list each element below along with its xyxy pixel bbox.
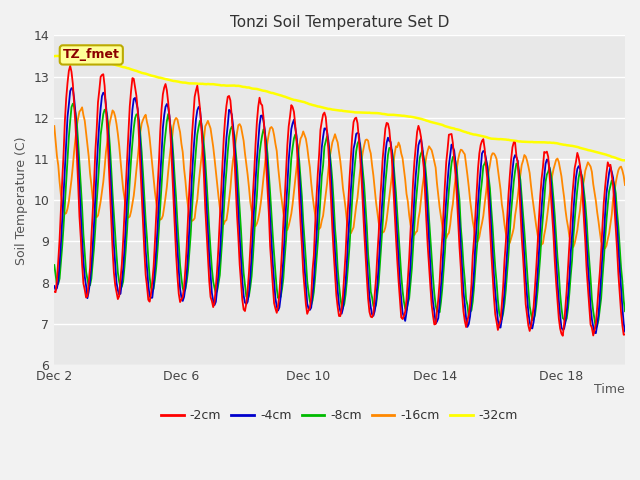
Legend: -2cm, -4cm, -8cm, -16cm, -32cm: -2cm, -4cm, -8cm, -16cm, -32cm	[156, 405, 524, 427]
Y-axis label: Soil Temperature (C): Soil Temperature (C)	[15, 136, 28, 264]
Title: Tonzi Soil Temperature Set D: Tonzi Soil Temperature Set D	[230, 15, 449, 30]
Text: TZ_fmet: TZ_fmet	[63, 48, 120, 61]
Text: Time: Time	[595, 384, 625, 396]
